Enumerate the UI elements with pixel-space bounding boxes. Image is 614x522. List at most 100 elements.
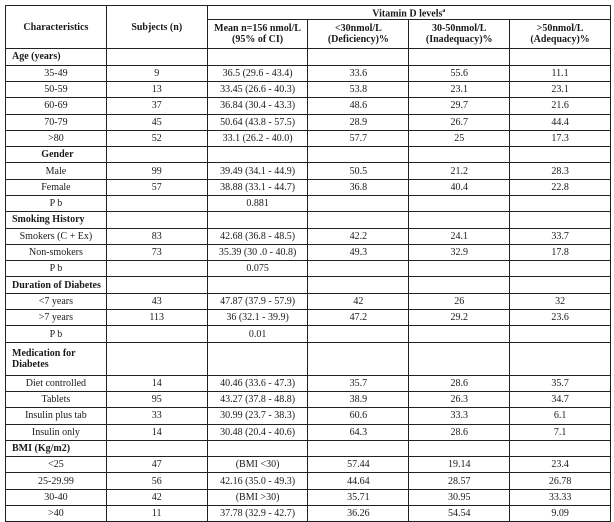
subjects-cell: 83: [105, 227, 208, 245]
deficiency-cell: 35.7: [307, 374, 410, 392]
label-cell: 60-69: [5, 97, 107, 115]
mean-ci-cell: 47.87 (37.9 - 57.9): [206, 292, 309, 311]
mean-ci-cell: 42.16 (35.0 - 49.3): [206, 472, 309, 490]
label-cell: >40: [5, 505, 107, 522]
deficiency-cell: 42: [307, 292, 410, 311]
label-cell: Diet controlled: [5, 374, 107, 392]
table-row: 60-69 37 36.84 (30.4 - 43.3) 48.6 29.7 21.6: [5, 97, 611, 115]
table-row: >40 11 37.78 (32.9 - 42.7) 36.26 54.54 9.09: [5, 505, 611, 522]
adequacy-cell: 23.6: [509, 309, 611, 327]
adequacy-cell: 9.09: [509, 505, 611, 522]
subjects-cell: 13: [105, 80, 208, 99]
label-cell: 30-40: [5, 488, 107, 507]
deficiency-cell: [307, 211, 410, 229]
label-cell: 70-79: [5, 113, 107, 131]
deficiency-cell: 47.2: [307, 309, 410, 327]
category-row: Medication for Diabetes: [5, 341, 611, 376]
inadequacy-cell: 25: [408, 129, 511, 148]
mean-ci-cell: 35.39 (30 .0 - 40.8): [206, 243, 309, 262]
deficiency-cell: 36.26: [307, 505, 410, 522]
inadequacy-cell: 26.3: [408, 390, 511, 409]
deficiency-cell: [307, 276, 410, 294]
adequacy-cell: [509, 276, 611, 294]
adequacy-cell: 26.78: [509, 472, 611, 490]
header-characteristics: Characteristics: [5, 4, 107, 50]
inadequacy-cell: 28.6: [408, 423, 511, 441]
category-row: BMI (Kg/m2): [5, 439, 611, 458]
table-row: P b 0.075: [5, 260, 611, 278]
adequacy-cell: 21.6: [509, 97, 611, 115]
header-subjects: Subjects (n): [105, 4, 208, 50]
inadequacy-cell: 24.1: [408, 227, 511, 245]
inadequacy-cell: [408, 439, 511, 458]
adequacy-cell: 35.7: [509, 374, 611, 392]
adequacy-cell: [509, 341, 611, 376]
adequacy-cell: 22.8: [509, 178, 611, 197]
adequacy-cell: [509, 146, 611, 164]
deficiency-cell: [307, 325, 410, 343]
inadequacy-cell: 21.2: [408, 162, 511, 180]
table-body: Age (years) 35-49 9 36.5 (29.6 - 43.4) 33.6 5…: [5, 48, 611, 522]
mean-ci-cell: 42.68 (36.8 - 48.5): [206, 227, 309, 245]
subjects-cell: [105, 341, 208, 376]
label-cell: P b: [5, 260, 107, 278]
subjects-cell: [105, 260, 208, 278]
deficiency-cell: 57.7: [307, 129, 410, 148]
inadequacy-cell: 54.54: [408, 505, 511, 522]
deficiency-cell: 36.8: [307, 178, 410, 197]
adequacy-cell: 23.4: [509, 456, 611, 474]
inadequacy-cell: [408, 211, 511, 229]
mean-ci-cell: 0.01: [206, 325, 309, 343]
table-row: 30-40 42 (BMI >30) 35.71 30.95 33.33: [5, 488, 611, 507]
mean-ci-cell: 33.45 (26.6 - 40.3): [206, 80, 309, 99]
deficiency-cell: 50.5: [307, 162, 410, 180]
table-row: Tablets 95 43.27 (37.8 - 48.8) 38.9 26.3 34.7: [5, 390, 611, 409]
adequacy-cell: 6.1: [509, 407, 611, 425]
label-cell: Male: [5, 162, 107, 180]
mean-ci-cell: 50.64 (43.8 - 57.5): [206, 113, 309, 131]
label-cell: Gender: [5, 146, 107, 164]
mean-ci-cell: 38.88 (33.1 - 44.7): [206, 178, 309, 197]
inadequacy-cell: 28.57: [408, 472, 511, 490]
subjects-cell: [105, 211, 208, 229]
mean-ci-cell: 0.881: [206, 194, 309, 213]
table-row: 70-79 45 50.64 (43.8 - 57.5) 28.9 26.7 44.4: [5, 113, 611, 131]
inadequacy-cell: 32.9: [408, 243, 511, 262]
table-row: <7 years 43 47.87 (37.9 - 57.9) 42 26 32: [5, 292, 611, 311]
table-row: Male 99 39.49 (34.1 - 44.9) 50.5 21.2 28.3: [5, 162, 611, 180]
category-row: Duration of Diabetes: [5, 276, 611, 294]
subjects-cell: 14: [105, 374, 208, 392]
adequacy-cell: 33.7: [509, 227, 611, 245]
label-cell: Insulin plus tab: [5, 407, 107, 425]
adequacy-cell: [509, 260, 611, 278]
table-row: <25 47 (BMI <30) 57.44 19.14 23.4: [5, 456, 611, 474]
subjects-cell: 43: [105, 292, 208, 311]
table-row: 25-29.99 56 42.16 (35.0 - 49.3) 44.64 28.57 2…: [5, 472, 611, 490]
inadequacy-cell: 33.3: [408, 407, 511, 425]
subjects-cell: 37: [105, 97, 208, 115]
deficiency-cell: [307, 194, 410, 213]
category-row: Gender: [5, 146, 611, 164]
adequacy-cell: 33.33: [509, 488, 611, 507]
mean-ci-cell: [206, 48, 309, 66]
subjects-cell: 99: [105, 162, 208, 180]
deficiency-cell: 60.6: [307, 407, 410, 425]
deficiency-cell: 48.6: [307, 97, 410, 115]
header-vitamin-d-levels: Vitamin D levelsa: [206, 4, 612, 21]
label-cell: Insulin only: [5, 423, 107, 441]
category-row: Age (years): [5, 48, 611, 66]
subjects-cell: 95: [105, 390, 208, 409]
label-cell: Medication for Diabetes: [5, 341, 107, 376]
label-cell: Smoking History: [5, 211, 107, 229]
category-row: Smoking History: [5, 211, 611, 229]
deficiency-cell: [307, 341, 410, 376]
table-row: Female 57 38.88 (33.1 - 44.7) 36.8 40.4 22.8: [5, 178, 611, 197]
mean-ci-cell: [206, 439, 309, 458]
table-row: Smokers (C + Ex) 83 42.68 (36.8 - 48.5) 42.…: [5, 227, 611, 245]
deficiency-cell: [307, 48, 410, 66]
adequacy-cell: [509, 325, 611, 343]
mean-ci-cell: 37.78 (32.9 - 42.7): [206, 505, 309, 522]
subjects-cell: 42: [105, 488, 208, 507]
header-inadequacy: 30-50nmol/L (Inadequacy)%: [408, 19, 511, 50]
vitamin-d-table: Characteristics Subjects (n) Vitamin D l…: [5, 4, 612, 522]
